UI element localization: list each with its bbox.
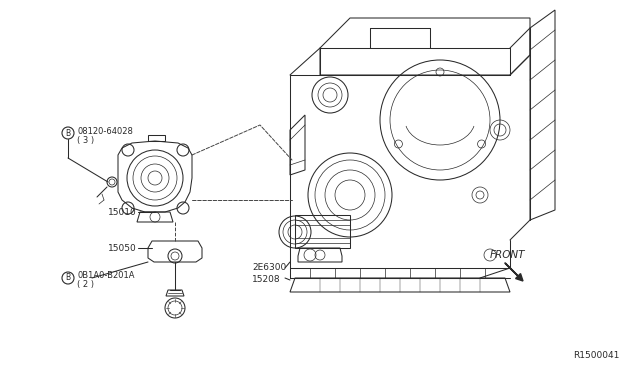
Text: 15050: 15050 — [108, 244, 137, 253]
FancyArrow shape — [505, 263, 523, 281]
Text: FRONT: FRONT — [490, 250, 525, 260]
Text: B: B — [65, 128, 70, 138]
Text: 15010: 15010 — [108, 208, 137, 217]
Text: ( 2 ): ( 2 ) — [77, 280, 94, 289]
Text: 08120-64028: 08120-64028 — [77, 126, 133, 135]
Text: 2E6300: 2E6300 — [252, 263, 286, 273]
Text: 0B1A0-B201A: 0B1A0-B201A — [77, 272, 134, 280]
Text: ( 3 ): ( 3 ) — [77, 135, 94, 144]
Text: 15208: 15208 — [252, 276, 280, 285]
Text: B: B — [65, 273, 70, 282]
Text: R1500041: R1500041 — [573, 351, 620, 360]
